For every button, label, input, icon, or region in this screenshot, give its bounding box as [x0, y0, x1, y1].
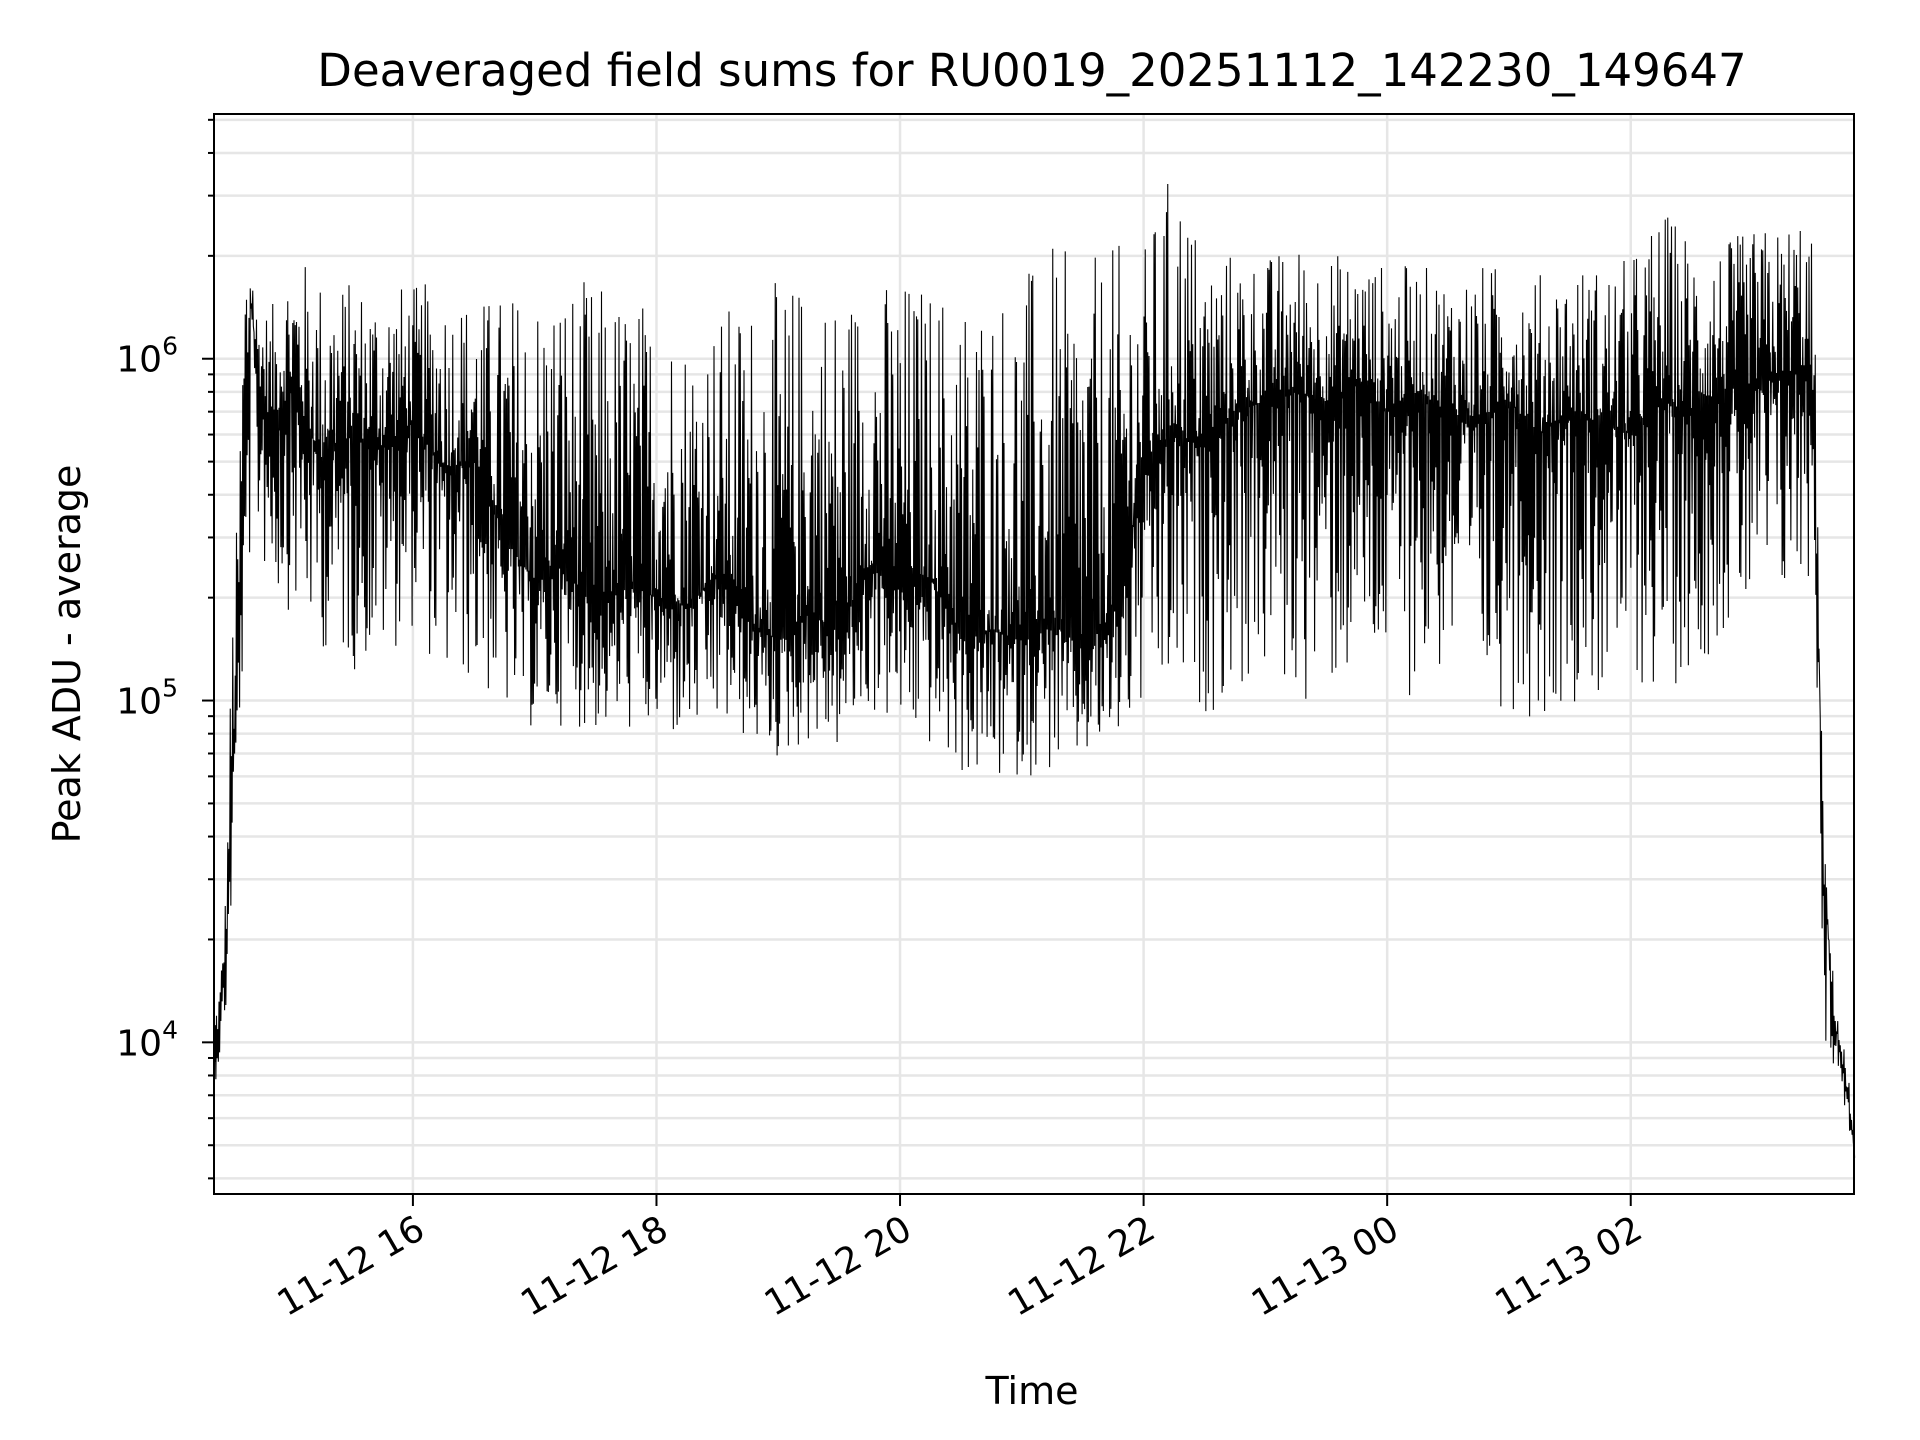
y-tick-exponent: 4 — [162, 1015, 178, 1044]
plot-frame — [213, 113, 1855, 1195]
y-tick-label: 105 — [116, 674, 178, 723]
y-tick-base: 10 — [116, 340, 162, 381]
series-layer — [213, 184, 1856, 1158]
series-line — [213, 184, 1856, 1158]
y-tick-base: 10 — [116, 682, 162, 723]
y-tick-exponent: 6 — [162, 332, 178, 361]
x-axis-label: Time — [985, 1369, 1079, 1413]
chart-title: Deaveraged field sums for RU0019_2025111… — [317, 44, 1746, 97]
y-tick-exponent: 5 — [162, 674, 178, 703]
y-tick-label: 104 — [116, 1015, 178, 1064]
y-tick-label: 106 — [116, 332, 178, 381]
y-tick-base: 10 — [116, 1023, 162, 1064]
y-axis-label: Peak ADU - average — [45, 465, 89, 844]
